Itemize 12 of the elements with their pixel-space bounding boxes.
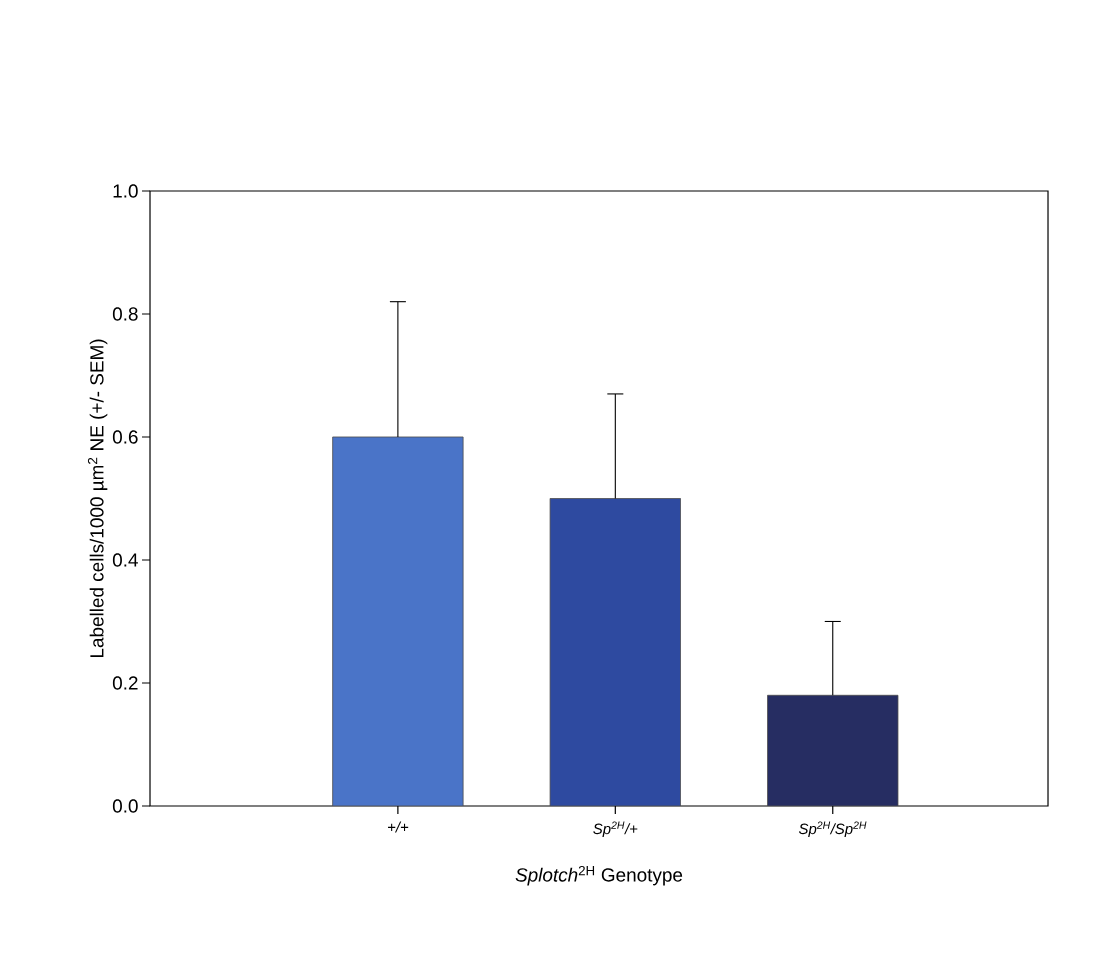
- y-tick-label: 0.0: [112, 799, 138, 813]
- x-axis-title: Splotch$^{2H}$ Genotype: [515, 865, 683, 886]
- y-tick-label: 0.2: [112, 676, 138, 690]
- y-tick-label: 0.6: [112, 430, 138, 444]
- y-tick-label: 0.4: [112, 553, 138, 567]
- x-tick-label: Sp$^{2H}$/+: [593, 821, 638, 838]
- y-axis-title: Labelled cells/1000 µm$^{2}$ NE (+/- SEM): [87, 339, 108, 658]
- y-tick-label: 1.0: [113, 184, 138, 198]
- x-tick-label: +/+: [388, 821, 409, 833]
- x-tick-label: Sp$^{2H}$/Sp$^{2H}$: [798, 821, 867, 838]
- bar: [332, 436, 464, 806]
- y-tick-label: 0.8: [112, 307, 138, 321]
